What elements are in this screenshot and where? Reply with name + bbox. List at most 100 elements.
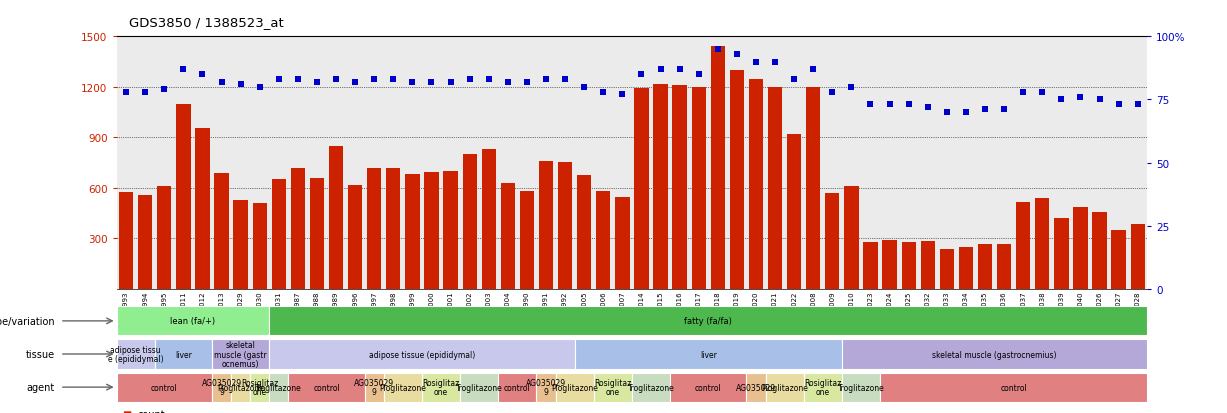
Text: Rosiglitaz
one: Rosiglitaz one — [594, 378, 632, 396]
Text: adipose tissue (epididymal): adipose tissue (epididymal) — [369, 350, 475, 358]
Point — [250, 84, 270, 91]
Point — [212, 79, 232, 86]
Bar — [1054, 219, 1069, 289]
Bar — [1092, 212, 1107, 289]
Point — [1014, 89, 1033, 96]
Text: AG035029
9: AG035029 9 — [201, 378, 242, 396]
Bar — [1074, 207, 1087, 289]
Point — [231, 82, 250, 88]
Bar — [367, 168, 382, 289]
Bar — [348, 185, 362, 289]
Bar — [309, 178, 324, 289]
Text: control: control — [504, 383, 531, 392]
Bar — [501, 184, 515, 289]
Bar — [920, 242, 935, 289]
Text: AG035029
9: AG035029 9 — [355, 378, 394, 396]
Text: Rosiglitaz
one: Rosiglitaz one — [422, 378, 460, 396]
Bar — [574, 339, 842, 369]
Bar — [880, 373, 1147, 402]
Text: Pioglitazone: Pioglitazone — [761, 383, 809, 392]
Bar — [269, 339, 574, 369]
Bar — [746, 373, 766, 402]
Point — [517, 79, 536, 86]
Bar — [291, 168, 306, 289]
Bar — [460, 373, 498, 402]
Point — [688, 72, 708, 78]
Bar — [387, 169, 400, 289]
Bar — [634, 88, 649, 289]
Bar — [653, 85, 667, 289]
Bar — [269, 373, 288, 402]
Text: AG035029: AG035029 — [736, 383, 775, 392]
Point — [594, 89, 614, 96]
Point — [842, 84, 861, 91]
Point — [173, 66, 193, 73]
Point — [135, 89, 155, 96]
Bar — [271, 179, 286, 289]
Bar — [233, 200, 248, 289]
Bar — [117, 373, 212, 402]
Text: lean (fa/+): lean (fa/+) — [171, 317, 216, 325]
Text: adipose tissu
e (epididymal): adipose tissu e (epididymal) — [108, 345, 163, 363]
Point — [422, 79, 442, 86]
Bar — [787, 135, 801, 289]
Point — [536, 77, 556, 83]
Bar — [1130, 225, 1145, 289]
Bar — [1112, 230, 1125, 289]
Bar — [364, 373, 384, 402]
Text: genotype/variation: genotype/variation — [0, 316, 55, 326]
Point — [345, 79, 364, 86]
Bar — [940, 249, 953, 289]
Text: fatty (fa/fa): fatty (fa/fa) — [685, 317, 733, 325]
Bar — [425, 173, 439, 289]
Bar — [288, 373, 364, 402]
Text: Troglitazone: Troglitazone — [838, 383, 885, 392]
Bar — [212, 373, 231, 402]
Bar — [269, 306, 1147, 336]
Text: control: control — [1000, 383, 1027, 392]
Bar — [842, 339, 1147, 369]
Bar — [882, 241, 897, 289]
Bar — [804, 373, 842, 402]
Bar — [902, 242, 915, 289]
Point — [460, 77, 480, 83]
Point — [1052, 97, 1071, 103]
Point — [1128, 102, 1147, 109]
Point — [574, 84, 594, 91]
Bar — [119, 192, 134, 289]
Point — [632, 72, 652, 78]
Text: GDS3850 / 1388523_at: GDS3850 / 1388523_at — [129, 16, 283, 29]
Point — [670, 66, 690, 73]
Bar — [842, 373, 880, 402]
Bar — [177, 105, 190, 289]
Point — [307, 79, 326, 86]
Point — [440, 79, 460, 86]
Point — [269, 77, 288, 83]
Bar — [155, 339, 212, 369]
Bar — [405, 175, 420, 289]
Point — [975, 107, 995, 114]
Point — [860, 102, 880, 109]
Bar — [768, 88, 782, 289]
Point — [804, 66, 823, 73]
Bar — [632, 373, 670, 402]
Point — [556, 77, 575, 83]
Point — [1071, 94, 1091, 101]
Bar — [117, 339, 155, 369]
Bar — [536, 373, 556, 402]
Text: Rosiglitaz
one: Rosiglitaz one — [240, 378, 279, 396]
Bar — [212, 339, 269, 369]
Text: Rosiglitaz
one: Rosiglitaz one — [804, 378, 842, 396]
Bar — [710, 46, 725, 289]
Bar — [978, 244, 993, 289]
Point — [326, 77, 346, 83]
Bar — [1016, 202, 1031, 289]
Bar — [195, 129, 210, 289]
Text: Pioglitazone: Pioglitazone — [217, 383, 264, 392]
Text: AG035029
9: AG035029 9 — [526, 378, 566, 396]
Bar — [463, 155, 477, 289]
Bar — [481, 150, 496, 289]
Point — [193, 72, 212, 78]
Bar — [117, 306, 269, 336]
Bar — [384, 373, 422, 402]
